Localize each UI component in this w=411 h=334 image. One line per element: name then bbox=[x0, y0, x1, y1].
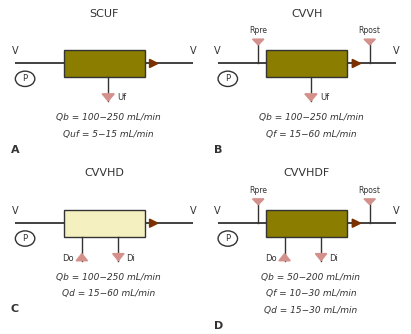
Text: Qf = 10−30 mL/min: Qf = 10−30 mL/min bbox=[266, 289, 356, 298]
Text: P: P bbox=[225, 234, 230, 243]
Polygon shape bbox=[150, 219, 158, 227]
Text: P: P bbox=[23, 234, 28, 243]
Bar bbox=[64, 210, 145, 237]
Polygon shape bbox=[279, 254, 290, 261]
Text: V: V bbox=[393, 46, 399, 56]
Text: Rpre: Rpre bbox=[249, 186, 267, 195]
Text: Quf = 5−15 mL/min: Quf = 5−15 mL/min bbox=[63, 130, 153, 139]
Text: Do: Do bbox=[265, 255, 277, 264]
Text: Qd = 15−30 mL/min: Qd = 15−30 mL/min bbox=[264, 306, 358, 315]
Text: V: V bbox=[393, 206, 399, 216]
Bar bbox=[64, 50, 145, 77]
Text: Uf: Uf bbox=[117, 93, 126, 102]
Text: Rpost: Rpost bbox=[359, 186, 381, 195]
Text: B: B bbox=[214, 145, 222, 155]
Text: CVVHDF: CVVHDF bbox=[284, 168, 330, 178]
Text: Di: Di bbox=[329, 255, 337, 264]
Text: SCUF: SCUF bbox=[90, 9, 119, 19]
Polygon shape bbox=[252, 39, 264, 45]
Text: Qd = 15−60 mL/min: Qd = 15−60 mL/min bbox=[62, 289, 155, 298]
Polygon shape bbox=[76, 254, 88, 261]
Polygon shape bbox=[150, 59, 158, 67]
Text: Di: Di bbox=[126, 255, 135, 264]
Polygon shape bbox=[252, 199, 264, 205]
Text: Uf: Uf bbox=[320, 93, 329, 102]
Polygon shape bbox=[113, 254, 124, 261]
Text: V: V bbox=[215, 46, 221, 56]
Text: C: C bbox=[11, 304, 19, 314]
Polygon shape bbox=[364, 199, 375, 205]
Text: V: V bbox=[215, 206, 221, 216]
Text: Qb = 100−250 mL/min: Qb = 100−250 mL/min bbox=[56, 273, 161, 282]
Text: A: A bbox=[11, 145, 19, 155]
Text: V: V bbox=[190, 46, 196, 56]
Bar bbox=[266, 50, 347, 77]
Text: D: D bbox=[214, 321, 223, 331]
Bar bbox=[266, 210, 347, 237]
Text: P: P bbox=[225, 74, 230, 83]
Polygon shape bbox=[352, 59, 360, 67]
Text: Qf = 15−60 mL/min: Qf = 15−60 mL/min bbox=[266, 130, 356, 139]
Text: P: P bbox=[23, 74, 28, 83]
Text: CVVHD: CVVHD bbox=[84, 168, 124, 178]
Polygon shape bbox=[305, 94, 317, 101]
Polygon shape bbox=[364, 39, 375, 45]
Text: CVVH: CVVH bbox=[291, 9, 323, 19]
Text: Rpost: Rpost bbox=[359, 26, 381, 35]
Polygon shape bbox=[315, 254, 327, 261]
Text: Do: Do bbox=[62, 255, 74, 264]
Text: V: V bbox=[12, 206, 18, 216]
Text: Rpre: Rpre bbox=[249, 26, 267, 35]
Text: V: V bbox=[190, 206, 196, 216]
Polygon shape bbox=[102, 94, 114, 101]
Text: V: V bbox=[12, 46, 18, 56]
Polygon shape bbox=[352, 219, 360, 227]
Text: Qb = 100−250 mL/min: Qb = 100−250 mL/min bbox=[259, 113, 363, 122]
Text: Qb = 50−200 mL/min: Qb = 50−200 mL/min bbox=[261, 273, 360, 282]
Text: Qb = 100−250 mL/min: Qb = 100−250 mL/min bbox=[56, 113, 161, 122]
